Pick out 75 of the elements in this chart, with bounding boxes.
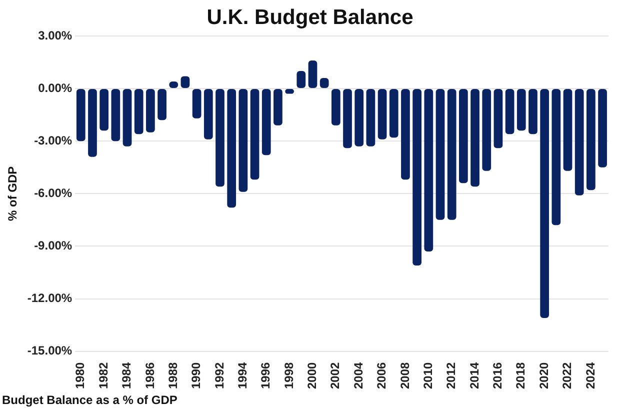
bar — [436, 89, 445, 220]
bar — [100, 89, 109, 131]
bar — [424, 89, 434, 252]
x-tick-label: 1984 — [120, 362, 134, 390]
y-tick-label: -6.00% — [34, 186, 72, 200]
bar — [262, 89, 271, 156]
x-tick-label: 1986 — [142, 362, 157, 390]
x-tick-label: 2012 — [444, 362, 458, 390]
x-tick-label: 2024 — [583, 362, 598, 390]
bar — [563, 89, 572, 171]
bar — [227, 89, 236, 208]
bar — [366, 89, 376, 146]
x-tick-label: 2000 — [305, 362, 320, 390]
y-tick-label: -15.00% — [27, 344, 72, 358]
bar — [494, 89, 503, 148]
bar — [574, 89, 584, 196]
x-tick-label: 2014 — [467, 362, 482, 390]
y-tick-label: -9.00% — [34, 238, 72, 253]
x-tick-label: 1980 — [73, 362, 88, 390]
y-axis-title: % of GDP — [6, 166, 20, 221]
bar — [88, 89, 97, 157]
x-tick-label: 1990 — [189, 362, 204, 390]
bar — [447, 89, 456, 220]
x-tick-label: 2020 — [536, 362, 551, 390]
y-tick-label: 3.00% — [38, 28, 72, 42]
x-tick-label: 1992 — [212, 362, 226, 390]
bar — [516, 89, 526, 131]
bar — [540, 89, 550, 318]
y-tick-label: -3.00% — [34, 133, 72, 148]
bar — [146, 89, 155, 132]
bar — [76, 89, 86, 142]
bar — [111, 89, 120, 142]
bar — [401, 89, 410, 180]
bar — [412, 89, 422, 266]
bar — [204, 89, 213, 140]
x-tick-label: 2006 — [374, 362, 389, 390]
bar — [192, 89, 202, 118]
x-tick-label: 2004 — [351, 362, 366, 390]
bar — [586, 89, 596, 190]
bar — [238, 89, 248, 192]
bar — [354, 89, 364, 146]
bar — [389, 89, 398, 138]
bar — [134, 89, 144, 134]
bar — [250, 89, 260, 180]
x-tick-label: 2002 — [328, 362, 342, 390]
bar — [122, 89, 132, 146]
x-tick-label: 2008 — [398, 362, 412, 390]
bar — [552, 89, 561, 226]
y-tick-label: -12.00% — [27, 291, 72, 306]
x-tick-label: 1998 — [282, 362, 296, 390]
x-tick-label: 2010 — [420, 362, 435, 390]
x-tick-label: 2022 — [560, 362, 574, 390]
bar — [378, 89, 387, 140]
bar — [598, 89, 607, 168]
chart-title: U.K. Budget Balance — [206, 6, 414, 30]
bar — [331, 89, 340, 126]
bar — [308, 60, 318, 88]
bar — [528, 89, 538, 134]
y-tick-label: 0.00% — [38, 80, 72, 95]
x-tick-label: 2018 — [514, 362, 528, 390]
bar — [296, 71, 306, 88]
x-tick-label: 2016 — [490, 362, 505, 390]
bar — [458, 89, 468, 184]
bar — [216, 89, 224, 187]
x-tick-label: 1988 — [166, 362, 180, 390]
bar — [482, 89, 492, 171]
bar — [274, 89, 282, 126]
bar — [343, 89, 352, 148]
bar — [158, 89, 166, 120]
text: Budget Balance as a % of GDP — [2, 393, 178, 407]
x-tick-label: 1996 — [258, 362, 273, 390]
bar — [470, 89, 480, 187]
bar — [505, 89, 514, 134]
x-tick-label: 1994 — [235, 362, 250, 390]
x-tick-label: 1982 — [96, 362, 110, 390]
